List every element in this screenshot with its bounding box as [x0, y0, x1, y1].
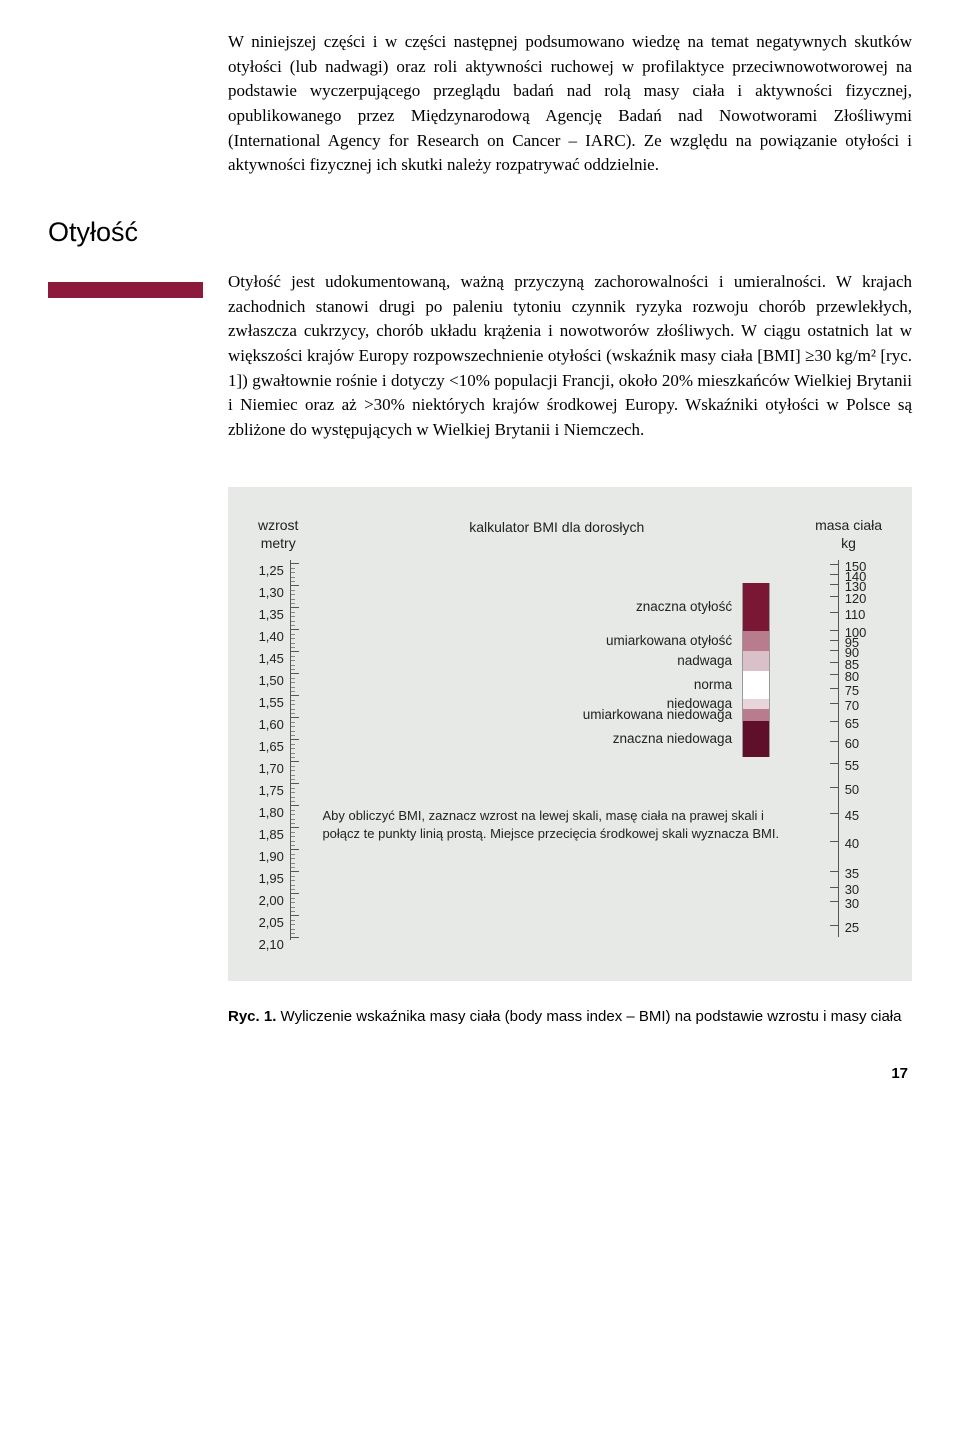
bmi-band-segment — [743, 721, 769, 757]
bmi-instructions: Aby obliczyć BMI, zaznacz wzrost na lewe… — [318, 807, 795, 843]
bmi-bands-diagram: znaczna otyłośćumiarkowana otyłośćnadwag… — [318, 583, 795, 757]
height-tick-label: 1,35 — [259, 604, 284, 626]
bmi-band-labels: znaczna otyłośćumiarkowana otyłośćnadwag… — [583, 583, 732, 757]
height-scale-column: wzrost metry 1,251,301,351,401,451,501,5… — [258, 517, 298, 956]
mass-tick-label: 80 — [845, 670, 859, 684]
height-tick-label: 1,45 — [259, 648, 284, 670]
bmi-band-label: umiarkowana niedowaga — [583, 709, 732, 721]
bmi-band-label: nadwaga — [677, 651, 732, 671]
page-number: 17 — [48, 1063, 912, 1085]
bmi-band-segment — [743, 583, 769, 631]
height-tick-label: 2,00 — [259, 890, 284, 912]
mass-tick-label: 35 — [845, 867, 859, 883]
accent-bar — [48, 282, 203, 298]
mass-tick-label: 55 — [845, 759, 859, 783]
height-tick-label: 1,85 — [259, 824, 284, 846]
height-tick-label: 1,25 — [259, 560, 284, 582]
bmi-band-segment — [743, 709, 769, 721]
height-tick-label: 1,50 — [259, 670, 284, 692]
mass-tick-label: 30 — [845, 883, 859, 897]
height-tick-label: 1,60 — [259, 714, 284, 736]
bmi-band-segment — [743, 671, 769, 699]
section-side-accent — [48, 270, 203, 442]
mass-header-line1: masa ciała — [815, 517, 882, 533]
mass-header-line2: kg — [841, 535, 856, 551]
mass-tick-label: 45 — [845, 809, 859, 837]
height-tick-label: 1,40 — [259, 626, 284, 648]
height-tick-label: 1,90 — [259, 846, 284, 868]
mass-scale-header: masa ciała kg — [815, 517, 882, 552]
height-tick-label: 1,65 — [259, 736, 284, 758]
bmi-nomogram-figure: wzrost metry 1,251,301,351,401,451,501,5… — [228, 487, 912, 981]
section-body: Otyłość jest udokumentowaną, ważną przyc… — [48, 270, 912, 442]
bmi-calculator-title: kalkulator BMI dla dorosłych — [318, 517, 795, 537]
mass-tick-label: 75 — [845, 684, 859, 699]
height-header-line2: metry — [261, 535, 296, 551]
height-tick-label: 1,75 — [259, 780, 284, 802]
height-tick-label: 1,95 — [259, 868, 284, 890]
mass-tick-label: 50 — [845, 783, 859, 809]
figure-caption-number: Ryc. 1. — [228, 1008, 276, 1025]
mass-tick-label: 60 — [845, 737, 859, 759]
height-tick-label: 1,30 — [259, 582, 284, 604]
figure-caption: Ryc. 1. Wyliczenie wskaźnika masy ciała … — [228, 1006, 912, 1028]
mass-tick-label: 40 — [845, 837, 859, 867]
bmi-band-segment — [743, 631, 769, 651]
bmi-band-segment — [743, 651, 769, 671]
section-heading-otylosc: Otyłość — [48, 213, 912, 252]
body-paragraph: Otyłość jest udokumentowaną, ważną przyc… — [228, 270, 912, 442]
height-tick-label: 1,55 — [259, 692, 284, 714]
height-tick-label: 2,10 — [259, 934, 284, 956]
mass-tick-label: 65 — [845, 717, 859, 737]
mass-scale-column: masa ciała kg 15014013012011010095908580… — [815, 517, 882, 937]
bmi-center-column: kalkulator BMI dla dorosłych znaczna oty… — [298, 517, 815, 843]
mass-tick-label: 120 — [845, 592, 867, 608]
height-tick-label: 1,70 — [259, 758, 284, 780]
bmi-band-label: znaczna otyłość — [636, 583, 732, 631]
height-scale-labels: 1,251,301,351,401,451,501,551,601,651,70… — [259, 560, 290, 956]
mass-tick-label: 110 — [845, 608, 866, 626]
bmi-band-segment — [743, 699, 769, 709]
height-tick-label: 1,80 — [259, 802, 284, 824]
height-scale-ruler — [290, 560, 298, 940]
mass-scale-ruler — [831, 560, 839, 937]
height-tick-label: 2,05 — [259, 912, 284, 934]
intro-paragraph: W niniejszej części i w części następnej… — [228, 30, 912, 178]
mass-scale-labels: 1501401301201101009590858075706560555045… — [839, 560, 867, 937]
mass-tick-label: 30 — [845, 897, 859, 921]
bmi-band-bar — [742, 583, 770, 757]
height-header-line1: wzrost — [258, 517, 298, 533]
height-scale-header: wzrost metry — [258, 517, 298, 552]
mass-tick-label: 70 — [845, 699, 859, 717]
mass-tick-label: 25 — [845, 921, 859, 931]
bmi-band-label: umiarkowana otyłość — [606, 631, 732, 651]
figure-caption-text: Wyliczenie wskaźnika masy ciała (body ma… — [276, 1008, 901, 1025]
bmi-band-label: znaczna niedowaga — [613, 721, 732, 757]
